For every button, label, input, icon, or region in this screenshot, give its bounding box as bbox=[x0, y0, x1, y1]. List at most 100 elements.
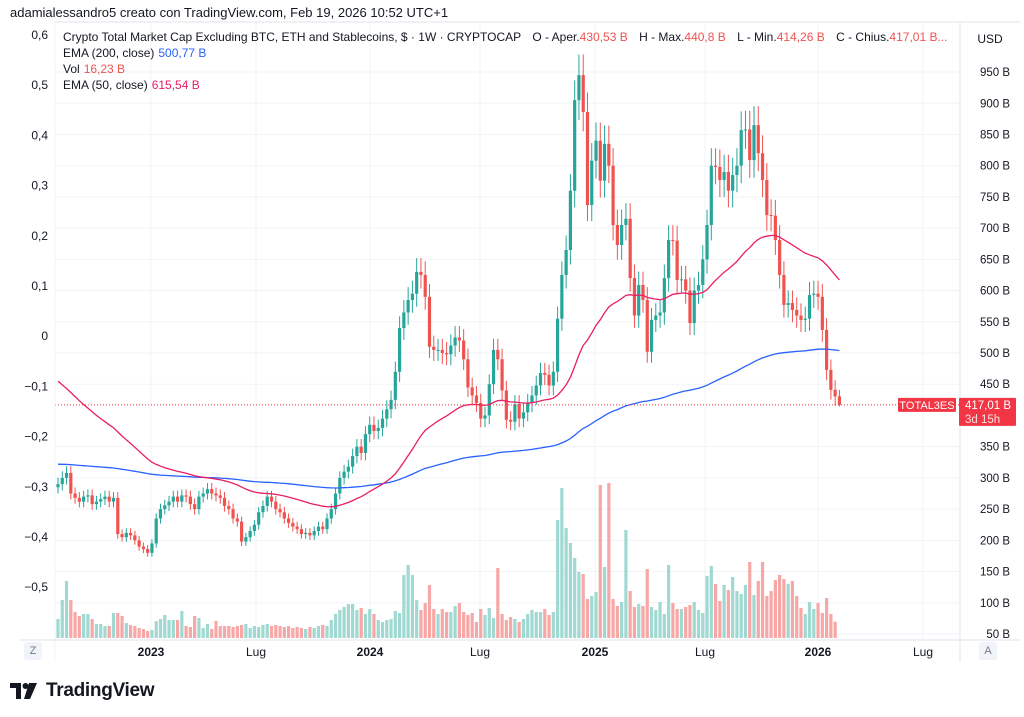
volume-bar bbox=[218, 626, 222, 638]
x-tick-label: Lug bbox=[470, 645, 490, 659]
volume-bar bbox=[286, 626, 291, 638]
volume-bar bbox=[517, 622, 521, 638]
volume-bar bbox=[487, 608, 491, 638]
candle-body bbox=[82, 496, 86, 502]
candle-body bbox=[304, 532, 308, 535]
brand-name: TradingView bbox=[46, 680, 155, 701]
candle-body bbox=[180, 495, 184, 502]
candle-body bbox=[679, 279, 684, 281]
candle-body bbox=[188, 496, 192, 505]
candle-body bbox=[628, 218, 632, 279]
volume-bar bbox=[368, 609, 372, 638]
candle-body bbox=[598, 140, 602, 181]
tradingview-logo[interactable]: TradingView bbox=[10, 680, 155, 702]
bar-countdown: 3d 15h bbox=[965, 414, 1000, 426]
candle-body bbox=[444, 353, 449, 355]
candle-body bbox=[338, 477, 342, 494]
volume-bar bbox=[73, 612, 77, 638]
volume-bar bbox=[269, 626, 274, 638]
volume-bar bbox=[120, 616, 124, 638]
volume-bar bbox=[116, 613, 120, 638]
volume-bar bbox=[807, 602, 812, 638]
close-label: C - Chius. bbox=[836, 30, 890, 44]
y-tick-label: 650 B bbox=[980, 254, 1010, 266]
candle-body bbox=[398, 328, 402, 372]
candle-body bbox=[526, 402, 530, 413]
ema200-line bbox=[57, 348, 840, 489]
volume-bar bbox=[611, 599, 615, 638]
legend-ema50[interactable]: EMA (50, close) 615,54 B bbox=[63, 77, 947, 93]
volume-bar bbox=[526, 614, 530, 638]
auto-scale-button[interactable]: A bbox=[979, 642, 997, 660]
volume-bar bbox=[709, 566, 713, 638]
candle-body bbox=[696, 284, 701, 291]
candle-body bbox=[60, 477, 64, 485]
volume-bar bbox=[419, 610, 423, 638]
currency-label[interactable]: USD bbox=[977, 32, 1003, 46]
left-tick-label: 0,2 bbox=[31, 229, 48, 243]
volume-bar bbox=[658, 602, 662, 638]
candle-body bbox=[538, 373, 543, 386]
y-tick-label: 600 B bbox=[980, 286, 1010, 298]
volume-bar bbox=[790, 581, 795, 638]
volume-bar bbox=[231, 627, 235, 638]
volume-bar bbox=[756, 581, 760, 638]
candle-body bbox=[286, 518, 291, 523]
volume-bar bbox=[389, 619, 393, 638]
volume-bar bbox=[351, 604, 355, 638]
candle-body bbox=[637, 284, 641, 316]
candle-body bbox=[735, 165, 739, 176]
candle-body bbox=[641, 284, 645, 300]
volume-bar bbox=[299, 628, 303, 638]
candle-body bbox=[624, 218, 628, 226]
volume-bar bbox=[594, 592, 598, 638]
candle-body bbox=[363, 434, 368, 453]
y-tick-label: 850 B bbox=[980, 129, 1010, 141]
candle-body bbox=[376, 427, 380, 432]
candle-body bbox=[466, 359, 470, 388]
legend-title-row: Crypto Total Market Cap Excluding BTC, E… bbox=[63, 29, 947, 45]
candles bbox=[56, 54, 842, 557]
volume-bar bbox=[304, 629, 308, 638]
volume-bar bbox=[90, 619, 94, 638]
attribution: adamialessandro5 creato con TradingView.… bbox=[10, 5, 449, 20]
volume-bar bbox=[94, 624, 99, 638]
legend-ema200[interactable]: EMA (200, close) 500,77 B bbox=[63, 45, 947, 61]
candle-body bbox=[235, 518, 239, 522]
candle-body bbox=[257, 512, 261, 525]
volume-bar bbox=[466, 615, 470, 638]
candle-body bbox=[645, 299, 649, 352]
candle-body bbox=[504, 390, 508, 420]
y-tick-label: 300 B bbox=[980, 473, 1010, 485]
volume-bar bbox=[167, 620, 171, 638]
volume-bar bbox=[803, 614, 807, 638]
candle-body bbox=[812, 293, 816, 295]
candle-body bbox=[141, 546, 145, 550]
candle-body bbox=[406, 299, 410, 313]
volume-bar bbox=[427, 585, 432, 638]
candle-body bbox=[786, 303, 790, 305]
volume-bar bbox=[760, 562, 765, 638]
y-tick-label: 150 B bbox=[980, 567, 1010, 579]
candle-body bbox=[222, 497, 227, 506]
volume-bar bbox=[252, 626, 257, 638]
candle-body bbox=[709, 165, 713, 226]
candle-body bbox=[380, 418, 385, 428]
candle-body bbox=[427, 296, 432, 347]
candle-body bbox=[594, 140, 598, 161]
candle-body bbox=[351, 456, 355, 467]
volume-bar bbox=[222, 626, 227, 638]
volume-bar bbox=[86, 614, 90, 638]
ema200-value: 500,77 B bbox=[158, 46, 207, 60]
legend-volume[interactable]: Vol 16,23 B bbox=[63, 61, 947, 77]
candle-body bbox=[128, 532, 133, 536]
zoom-reset-button[interactable]: Z bbox=[24, 642, 42, 660]
candle-body bbox=[509, 419, 513, 422]
candle-body bbox=[107, 496, 111, 502]
volume-bar bbox=[278, 626, 282, 638]
candle-body bbox=[833, 389, 837, 397]
candle-body bbox=[453, 337, 457, 346]
candle-body bbox=[205, 489, 210, 494]
volume-bar bbox=[752, 595, 756, 638]
